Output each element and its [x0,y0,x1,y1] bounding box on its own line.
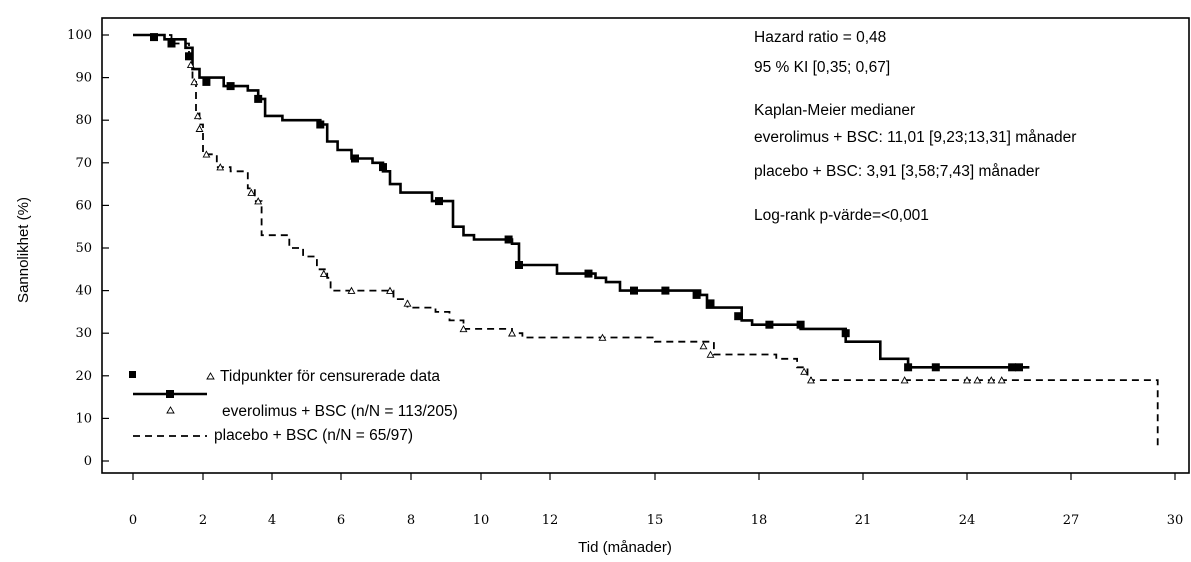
everolimus-censor-marker [202,77,211,86]
placebo-censor-marker [900,376,909,384]
annotation-everolimus-median: everolimus + BSC: 11,01 [9,23;13,31] mån… [754,129,1076,146]
everolimus-censor-marker [765,320,774,329]
everolimus-censor-marker [661,286,670,295]
placebo-censor-marker [598,333,607,341]
everolimus-censor-marker [226,82,235,91]
everolimus-censor-marker [1008,363,1017,372]
everolimus-censor-marker [351,154,359,163]
placebo-censor-marker [987,376,996,384]
everolimus-censor-marker [904,363,913,372]
placebo-censor-marker [807,376,815,384]
x-axis-label: Tid (månader) [578,539,672,556]
everolimus-censor-marker [630,286,638,295]
placebo-survival-line [133,34,1159,449]
placebo-censor-marker [508,329,517,337]
legend: Tidpunkter för censurerade data everolim… [129,368,458,444]
placebo-censor-marker [403,299,412,307]
y-tick-label: 50 [75,241,92,256]
plot-frame [101,17,1190,474]
y-axis-ticks: 0 10 20 30 40 50 60 70 80 90 100 [67,28,109,469]
everolimus-censor-marker [150,33,158,42]
everolimus-censor-marker [1015,363,1023,372]
everolimus-censor-marker [515,261,523,269]
everolimus-censor-marker [316,120,325,129]
placebo-censor-marker [190,77,199,86]
y-axis-label: Sannolikhet (%) [15,197,32,303]
legend-solid-marker-icon [166,390,174,398]
legend-censor-triangle-icon [206,372,215,380]
y-tick-label: 70 [75,156,92,171]
x-tick-label: 0 [129,513,137,528]
placebo-censor-marker [963,376,971,384]
x-tick-label: 30 [1167,513,1184,528]
x-axis-ticks: 0 2 4 6 8 10 12 15 18 21 24 27 30 [129,473,1183,528]
everolimus-censor-marker [584,269,593,278]
x-tick-label: 12 [542,513,559,528]
x-tick-label: 2 [199,513,207,528]
placebo-censor-marker [254,197,263,205]
placebo-censor-marker [459,324,468,333]
placebo-censor-marker [193,111,202,120]
series-layer [133,33,1159,449]
placebo-censor-marker [202,150,211,158]
x-tick-label: 6 [337,513,345,528]
y-tick-label: 0 [84,454,92,469]
placebo-censor-marker [216,163,225,171]
x-tick-label: 18 [751,513,768,528]
annotation-confidence-interval: 95 % KI [0,35; 0,67] [754,59,890,76]
annotation-hazard-ratio: Hazard ratio = 0,48 [754,29,886,46]
y-tick-label: 10 [75,411,92,426]
legend-censor-square-icon [129,371,136,378]
everolimus-censor-marker [796,320,805,329]
everolimus-censor-marker [435,197,443,206]
everolimus-censor-marker [734,312,743,321]
everolimus-censor-marker [379,163,387,172]
x-tick-label: 21 [855,513,872,528]
y-tick-label: 60 [75,198,92,213]
placebo-censor-marker [319,269,328,277]
placebo-censor-marker [699,342,708,350]
legend-everolimus-label: everolimus + BSC (n/N = 113/205) [222,403,458,420]
y-tick-label: 100 [67,28,92,43]
annotation-logrank-p: Log-rank p-värde=<0,001 [754,207,929,224]
everolimus-censor-marker [841,329,850,338]
placebo-censor-marker [706,350,715,358]
placebo-censor-marker [186,60,195,69]
everolimus-censor-marker [692,290,701,299]
everolimus-censor-marker [504,235,513,244]
placebo-censor-marker [247,188,256,196]
placebo-censor-marker [800,367,809,375]
x-tick-label: 15 [647,513,664,528]
x-tick-label: 24 [959,513,976,528]
everolimus-censor-marker [254,94,263,103]
placebo-censor-marker [347,286,356,294]
legend-censor-label: Tidpunkter för censurerade data [220,368,440,385]
y-tick-label: 30 [75,326,92,341]
x-tick-label: 10 [473,513,490,528]
x-tick-label: 27 [1063,513,1080,528]
y-tick-label: 20 [75,369,92,384]
annotation-km-median-heading: Kaplan-Meier medianer [754,102,915,119]
y-tick-label: 90 [75,71,92,86]
y-tick-label: 40 [75,284,92,299]
everolimus-censor-marker [706,299,715,308]
everolimus-censor-marker [167,39,176,48]
placebo-censor-marker [386,286,394,294]
legend-triangle-marker-icon [166,406,175,414]
everolimus-censor-marker [931,363,940,372]
x-tick-label: 8 [407,513,415,528]
y-tick-label: 80 [75,113,92,128]
legend-placebo-label: placebo + BSC (n/N = 65/97) [214,427,413,444]
annotation-placebo-median: placebo + BSC: 3,91 [3,58;7,43] månader [754,163,1040,180]
placebo-censor-marker [195,124,204,132]
everolimus-survival-line [133,33,1030,369]
x-tick-label: 4 [268,513,276,528]
placebo-censor-marker [973,376,982,384]
placebo-censor-marker [997,376,1006,384]
